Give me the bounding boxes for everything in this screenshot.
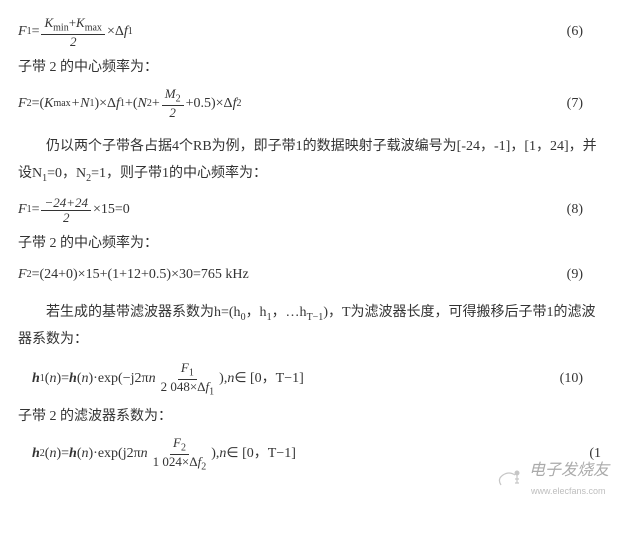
eq6-eq: = [32, 21, 40, 43]
eq6-kmax: K [76, 15, 85, 30]
eq10-n: n [49, 368, 56, 390]
eq7-plusn: +N [71, 93, 90, 115]
eq10-F1: F [181, 360, 189, 375]
text-subband2-filter: 子带 2 的滤波器系数为： [18, 406, 601, 428]
para1-d: =1，则子带1的中心频率为： [91, 166, 267, 181]
watermark-en: www.elecfans.com [531, 484, 609, 498]
eq7-eq: =( [32, 93, 45, 115]
eq11-exp: )·exp(j2π [89, 443, 141, 465]
eq11-F2-sub: 2 [181, 443, 186, 454]
eq8-tail: ×15=0 [93, 199, 130, 221]
eq10-body: h1(n)= h(n)·exp(−j2πn F1 2 048×Δf1 ) , n… [18, 361, 304, 397]
eq10-nin: n [227, 368, 234, 390]
eq9-rest: =(24+0)×15+(1+12+0.5)×30=765 kHz [32, 264, 249, 286]
eq7-tail: +0.5)×Δ [186, 93, 233, 115]
eq8-lhs: F [18, 199, 27, 221]
eq7-kmax: K [44, 93, 53, 115]
eq7-kmax-sub: max [53, 96, 70, 112]
eq11-df2-sub: 2 [201, 461, 206, 472]
eq7-frac: M2 2 [162, 87, 184, 120]
para1-c: =0，N [47, 166, 86, 181]
eq11-F2: F [173, 435, 181, 450]
para2-c: ，…h [272, 305, 307, 320]
eq11-n2: n [82, 443, 89, 465]
eq10-n3: n [149, 368, 156, 390]
eq7-body: F2 =( Kmax +N1 )×Δf1 +( N2 + M2 2 +0.5)×… [18, 87, 241, 120]
paragraph-filter: 若生成的基带滤波器系数为h=(h0，h1，…hT−1)，T为滤波器长度，可得搬移… [18, 300, 601, 353]
eq10-number: (10) [560, 368, 601, 390]
eq11-close: )= [56, 443, 69, 465]
eq6-number: (6) [567, 21, 601, 43]
eq6-lhs: F [18, 21, 27, 43]
eq7-close1: )×Δ [94, 93, 116, 115]
eq8-num: −24+24 [41, 196, 91, 211]
equation-7: F2 =( Kmax +N1 )×Δf1 +( N2 + M2 2 +0.5)×… [18, 87, 601, 120]
eq6-kmin-sub: min [53, 23, 69, 34]
para2-a: 若生成的基带滤波器系数为h=(h [46, 305, 241, 320]
eq10-exp: )·exp(−j2π [89, 368, 149, 390]
para1-n1: N [32, 166, 42, 181]
eq10-h1: h [32, 368, 40, 390]
para2-ht: T−1 [307, 312, 324, 323]
eq11-range: ∈ [0，T−1] [226, 443, 295, 465]
watermark: 电子发烧友 www.elecfans.com [495, 458, 609, 498]
eq11-h: h [69, 443, 77, 465]
watermark-cn: 电子发烧友 [529, 458, 609, 484]
eq10-close: )= [56, 368, 69, 390]
eq8-den: 2 [60, 211, 73, 225]
eq6-kmax-sub: max [85, 23, 102, 34]
eq9-f: F [18, 264, 27, 286]
equation-9: F2 =(24+0)×15+(1+12+0.5)×30=765 kHz (9) [18, 264, 601, 286]
eq10-F1-sub: 1 [189, 368, 194, 379]
eq7-n2: N [138, 93, 147, 115]
eq7-lhs: F [18, 93, 27, 115]
eq7-f2-sub: 2 [236, 96, 241, 112]
eq11-1024: 1 024×Δ [153, 454, 198, 469]
eq10-h: h [69, 368, 77, 390]
eq6-kmin: K [44, 15, 53, 30]
eq11-frac: F2 1 024×Δf2 [150, 436, 210, 472]
text-subband2-center-1: 子带 2 的中心频率为： [18, 57, 601, 79]
eq8-body: F1 = −24+24 2 ×15=0 [18, 196, 130, 226]
paragraph-example: 仍以两个子带各占据4个RB为例，即子带1的数据映射子载波编号为[-24，-1]，… [18, 134, 601, 187]
eq6-plus: + [69, 15, 76, 30]
para2-b: ，h [246, 305, 267, 320]
text-subband2-center-2: 子带 2 的中心频率为： [18, 233, 601, 255]
equation-6: F1 = Kmin+Kmax 2 ×Δf1 (6) [18, 16, 601, 49]
eq6-den: 2 [67, 35, 80, 49]
equation-10: h1(n)= h(n)·exp(−j2πn F1 2 048×Δf1 ) , n… [18, 361, 601, 397]
eq11-n3: n [141, 443, 148, 465]
eq6-df-sub: 1 [128, 24, 133, 40]
eq7-m2-sub: 2 [176, 94, 181, 105]
eq9-number: (9) [567, 264, 601, 286]
eq7-plusfrac: + [152, 93, 160, 115]
eq8-eq: = [32, 199, 40, 221]
eq8-number: (8) [567, 199, 601, 221]
equation-8: F1 = −24+24 2 ×15=0 (8) [18, 196, 601, 226]
logo-icon [495, 465, 525, 491]
eq7-m2: M [165, 86, 176, 101]
eq10-2048: 2 048×Δ [161, 379, 206, 394]
eq10-df1-sub: 1 [209, 387, 214, 398]
eq9-body: F2 =(24+0)×15+(1+12+0.5)×30=765 kHz [18, 264, 249, 286]
eq6-frac: Kmin+Kmax 2 [41, 16, 104, 49]
eq10-n2: n [82, 368, 89, 390]
eq6-body: F1 = Kmin+Kmax 2 ×Δf1 [18, 16, 133, 49]
eq11-h2: h [32, 443, 40, 465]
eq10-frac: F1 2 048×Δf1 [158, 361, 218, 397]
eq11-n: n [49, 443, 56, 465]
eq10-range: ∈ [0，T−1] [234, 368, 303, 390]
eq7-plus2: +( [125, 93, 138, 115]
eq7-number: (7) [567, 93, 601, 115]
eq8-frac: −24+24 2 [41, 196, 91, 226]
eq6-mult: ×Δ [107, 21, 124, 43]
eq11-nin: n [219, 443, 226, 465]
eq7-den: 2 [166, 106, 179, 120]
eq11-body: h2(n)= h(n)·exp(j2πn F2 1 024×Δf2 ) , n … [18, 436, 296, 472]
